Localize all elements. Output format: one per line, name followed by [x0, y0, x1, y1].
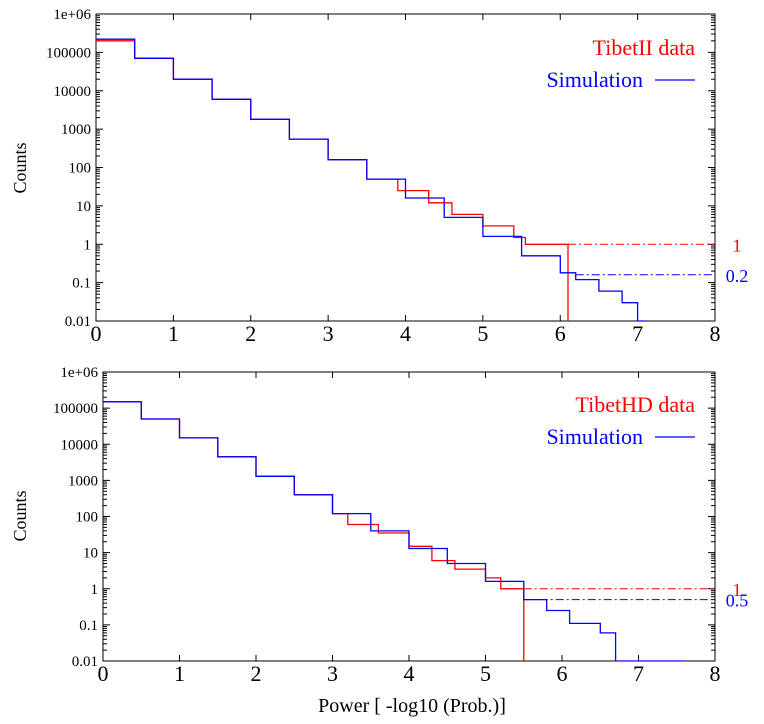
legend-label-simulation: Simulation: [546, 424, 643, 449]
y-tick-label: 1e+06: [60, 365, 98, 381]
legend-label-data: TibetHD data: [575, 392, 695, 417]
plot-frame: [95, 13, 716, 322]
y-tick-label: 100000: [46, 45, 91, 61]
y-tick-label: 10000: [61, 437, 99, 453]
x-tick-label: 6: [555, 321, 566, 346]
series-group: [96, 38, 646, 321]
y-tick-label: 100000: [53, 401, 98, 417]
y-tick-label: 10: [83, 546, 98, 562]
series-line-data: [103, 401, 525, 661]
x-tick-label: 5: [480, 661, 491, 686]
x-axis-label: Power [ -log10 (Prob.)]: [318, 695, 506, 717]
x-tick-label: 1: [168, 321, 179, 346]
x-tick-label: 0: [91, 321, 102, 346]
y-tick-label: 0.01: [65, 314, 91, 330]
x-tick-label: 2: [245, 321, 256, 346]
y-tick-label: 0.1: [72, 276, 91, 292]
x-tick-label: 6: [557, 661, 568, 686]
series-group: [103, 401, 685, 661]
y-tick-label: 100: [69, 161, 92, 177]
series-line-data: [96, 40, 569, 321]
y-tick-label: 10: [76, 199, 91, 215]
x-tick-label: 5: [477, 321, 488, 346]
x-tick-label: 3: [327, 661, 338, 686]
panel-top: 0 1 2 3 4 5 6 7 8 0.01 0.1 1 10 100 1000 10000 100000 1e+…: [10, 7, 748, 346]
y-tick-label: 1000: [61, 122, 91, 138]
y-tick-label: 100: [76, 510, 99, 526]
threshold-label: 0.5: [726, 591, 749, 611]
threshold-label: 1: [733, 235, 742, 255]
y-axis-label: Counts: [10, 142, 30, 193]
x-tick-label: 0: [98, 661, 109, 686]
y-tick-label: 0.1: [79, 618, 98, 634]
legend-label-data: TibetII data: [593, 35, 696, 60]
threshold-label: 0.2: [726, 266, 749, 286]
x-tick-label: 8: [710, 321, 721, 346]
series-line-simulation: [96, 38, 646, 321]
y-tick-label: 1e+06: [53, 7, 91, 23]
y-tick-label: 10000: [54, 84, 92, 100]
x-tick-label: 3: [323, 321, 334, 346]
threshold-label: 1: [733, 580, 742, 600]
x-tick-label: 2: [251, 661, 262, 686]
x-tick-label: 4: [400, 321, 411, 346]
x-tick-label: 4: [404, 661, 415, 686]
y-axis-label: Counts: [10, 490, 30, 541]
x-tick-label: 7: [633, 661, 644, 686]
y-tick-label: 0.01: [72, 654, 98, 670]
y-tick-label: 1: [84, 237, 92, 253]
y-tick-label: 1000: [68, 473, 98, 489]
x-tick-label: 1: [174, 661, 185, 686]
y-tick-label: 1: [91, 582, 99, 598]
legend-label-simulation: Simulation: [546, 67, 643, 92]
series-line-simulation: [103, 401, 685, 661]
x-tick-label: 7: [632, 321, 643, 346]
x-tick-label: 8: [710, 661, 721, 686]
panel-bottom: 0 1 2 3 4 5 6 7 8 0.01 0.1 1 10 100 1000 10000 100000 1e+…: [10, 365, 748, 686]
